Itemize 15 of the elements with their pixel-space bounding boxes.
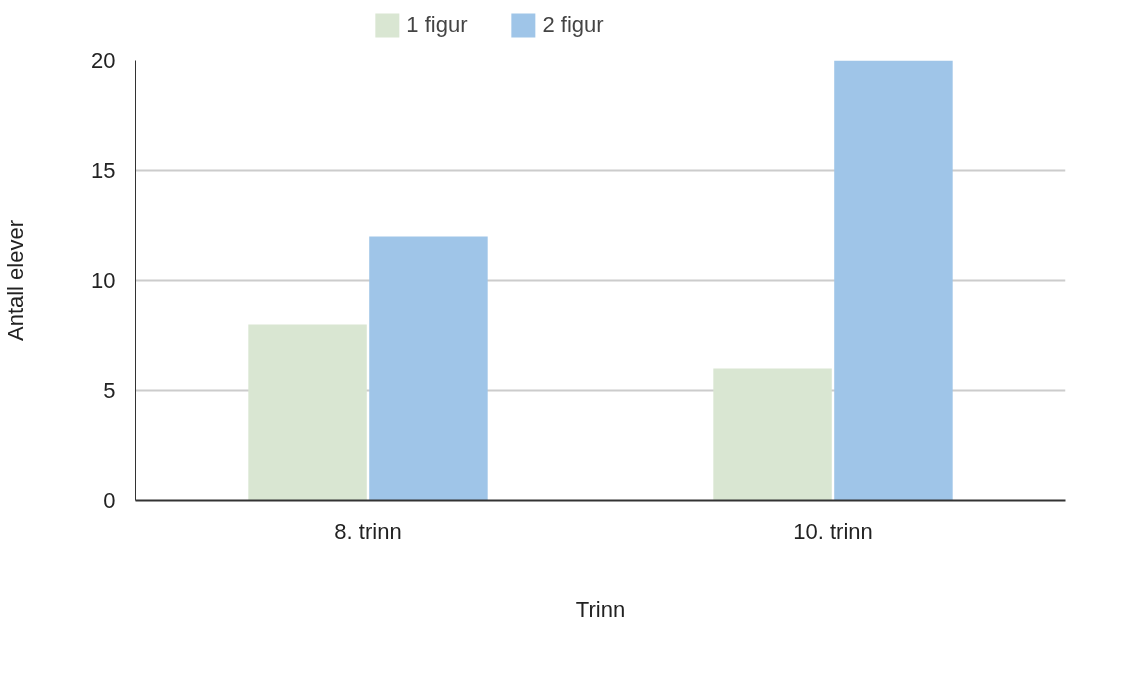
y-tick-label: 20 <box>91 48 116 73</box>
x-axis-title: Trinn <box>575 596 626 622</box>
x-tick-label: 8. trinn <box>334 518 402 544</box>
y-tick-label: 0 <box>103 488 116 513</box>
y-tick-label: 5 <box>103 378 116 403</box>
legend-label: 1 figur <box>406 11 468 39</box>
y-axis-title: Antall elever <box>3 219 29 342</box>
legend-label: 2 figur <box>542 11 604 39</box>
bar <box>248 324 367 501</box>
bar <box>369 236 488 501</box>
y-tick-label: 15 <box>91 158 116 183</box>
bar <box>713 368 832 501</box>
x-tick-label: 10. trinn <box>793 518 873 544</box>
y-tick-label: 10 <box>91 268 116 293</box>
bar <box>834 60 953 501</box>
